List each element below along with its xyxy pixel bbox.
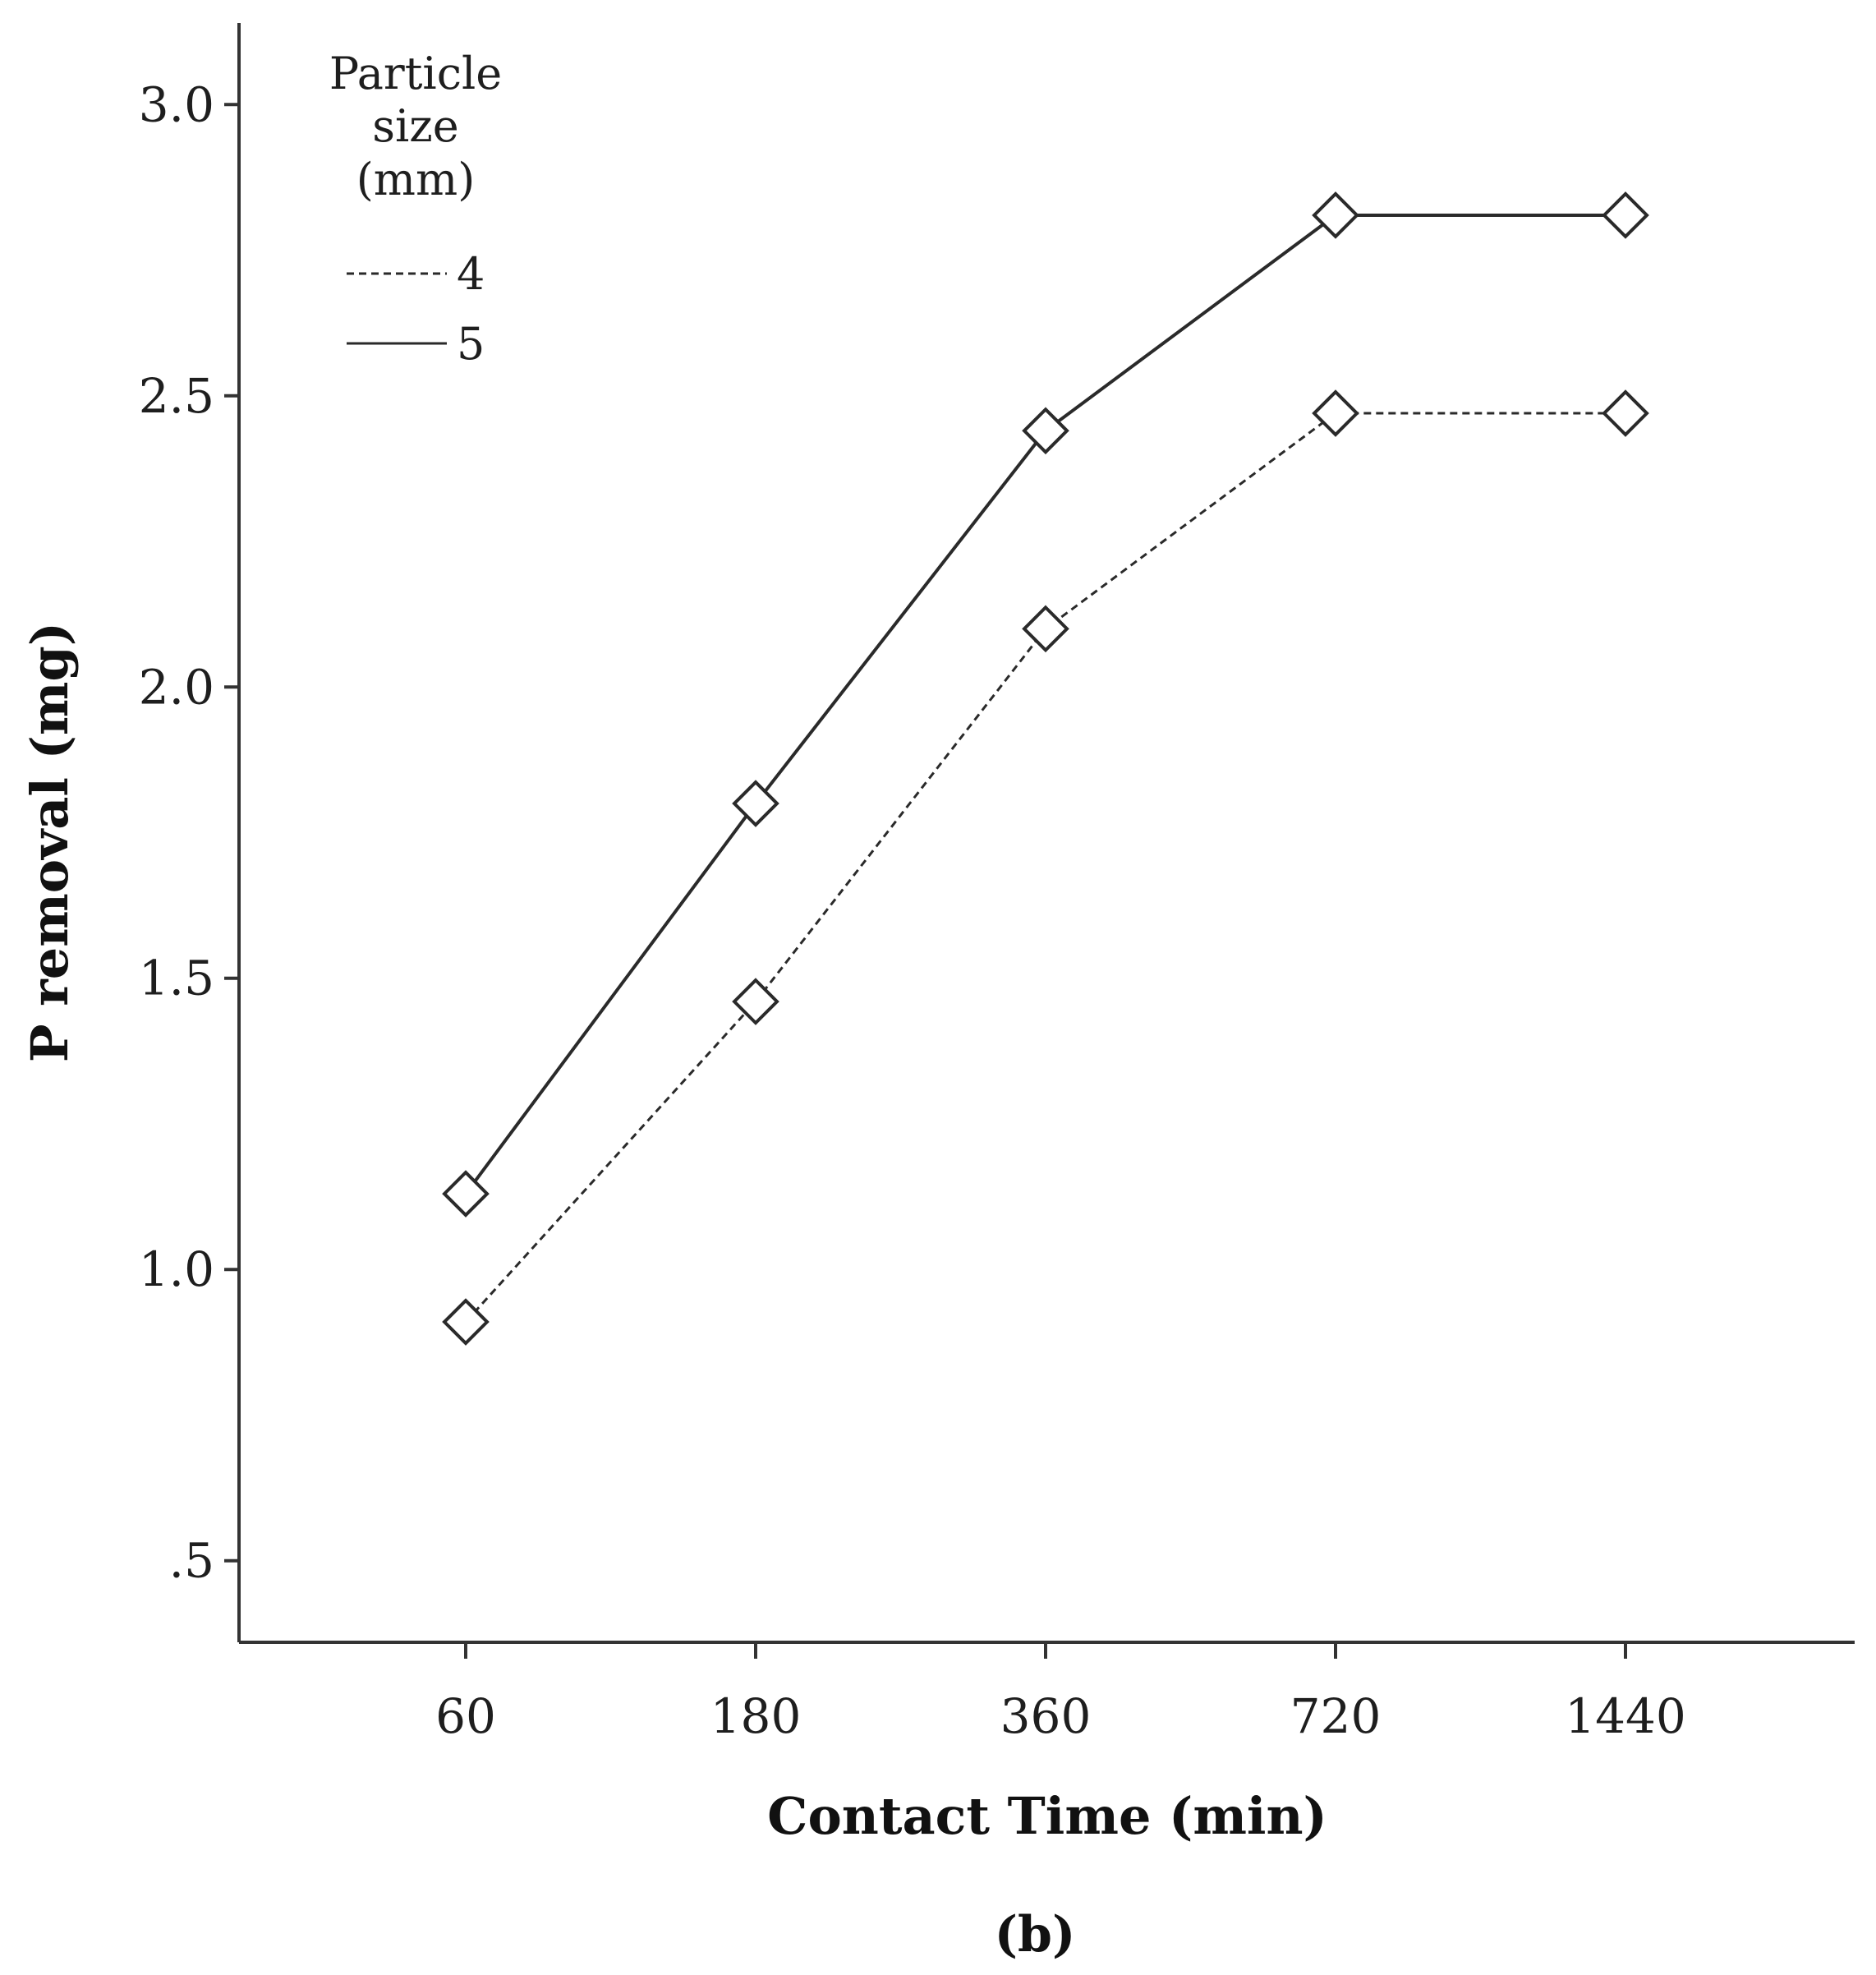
x-tick-label: 180 (710, 1688, 802, 1744)
y-tick-label: 1.0 (139, 1241, 214, 1297)
x-axis-ticks: 60 180 360 720 1440 (435, 1642, 1686, 1744)
x-tick-label: 360 (1000, 1688, 1092, 1744)
x-axis-title: Contact Time (min) (767, 1786, 1327, 1846)
data-point-4 (732, 978, 779, 1025)
data-point-5 (1312, 191, 1359, 239)
legend-label-series-4: 4 (457, 248, 485, 300)
legend-title-line-3: (mm) (356, 154, 476, 205)
data-point-5 (732, 780, 779, 827)
legend: Particle size (mm) 4 5 (329, 48, 502, 370)
y-tick-label: 1.5 (139, 951, 214, 1006)
legend-title-line-1: Particle (329, 48, 502, 99)
data-point-4 (1022, 605, 1069, 653)
legend-title-line-2: size (372, 100, 458, 152)
data-point-4 (442, 1298, 490, 1346)
data-point-5 (1022, 407, 1069, 455)
x-tick-label: 60 (435, 1688, 496, 1744)
x-tick-label: 720 (1290, 1688, 1382, 1744)
data-point-4 (1312, 389, 1359, 437)
series-line-5 (464, 213, 1625, 1195)
y-axis-title: P removal (mg) (20, 622, 80, 1062)
legend-label-series-5: 5 (457, 318, 485, 370)
data-point-5 (442, 1170, 490, 1218)
series-line-4 (464, 412, 1625, 1324)
y-tick-label: .5 (169, 1533, 214, 1589)
y-tick-label: 2.5 (139, 368, 214, 424)
y-tick-label: 2.0 (139, 659, 214, 715)
panel-label: (b) (995, 1906, 1076, 1963)
y-tick-label: 3.0 (139, 76, 214, 132)
data-point-5 (1602, 191, 1649, 239)
y-axis-ticks: .5 1.0 1.5 2.0 2.5 3.0 (139, 76, 239, 1589)
data-point-4 (1602, 389, 1649, 437)
x-tick-label: 1440 (1565, 1688, 1686, 1744)
series-layer (442, 191, 1649, 1346)
